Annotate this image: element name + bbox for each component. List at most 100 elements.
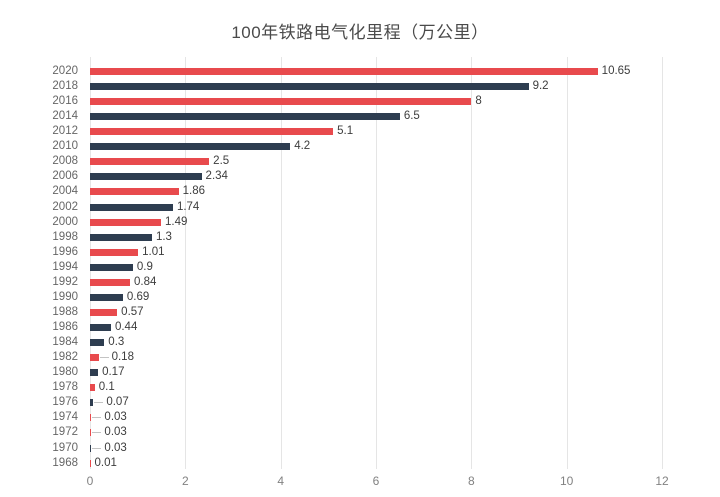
bar	[90, 158, 210, 166]
gridline	[662, 57, 664, 469]
bar-row: 2014 6.5	[0, 109, 720, 124]
bar-row: 1992 0.84	[0, 275, 720, 290]
bar-row: 1978 0.1	[0, 380, 720, 395]
bar-value-label: 0.69	[126, 290, 150, 303]
bar-value-label: 0.1	[98, 381, 115, 394]
bar-row: 2006 2.34	[0, 169, 720, 184]
y-axis-year-label: 1984	[52, 336, 78, 349]
y-axis-year-label: 2018	[52, 80, 78, 93]
bar-value-label: 0.3	[108, 336, 125, 349]
bar-row: 1976 0.07	[0, 395, 720, 410]
y-axis-year-label: 2000	[52, 215, 78, 228]
bar	[90, 444, 92, 452]
y-axis-year-label: 1998	[52, 230, 78, 243]
bar-row: 1996 1.01	[0, 245, 720, 260]
bar	[90, 203, 173, 211]
bar	[90, 429, 92, 437]
bar-row: 2004 1.86	[0, 184, 720, 199]
bar-row: 2012 5.1	[0, 124, 720, 139]
bar	[90, 113, 400, 121]
x-axis-tick-label: 12	[655, 474, 669, 488]
bar-value-label: 2.5	[213, 155, 230, 168]
bar-value-label: 2.34	[205, 170, 228, 183]
bar-value-label: 1.01	[142, 245, 165, 258]
bar-row: 1972 0.03	[0, 425, 720, 440]
y-axis-year-label: 1994	[52, 260, 78, 273]
y-axis-year-label: 1988	[52, 305, 78, 318]
y-axis-year-label: 2010	[52, 140, 78, 153]
bar-value-label: 1.74	[176, 200, 200, 213]
bar-row: 1970 0.03	[0, 441, 720, 456]
bar-row: 1980 0.17	[0, 365, 720, 380]
y-axis-year-label: 2008	[52, 155, 78, 168]
bar-row: 1968 0.01	[0, 456, 720, 471]
bar	[90, 369, 99, 377]
bar	[90, 173, 202, 181]
label-leader-line	[94, 402, 104, 404]
y-axis-year-label: 2012	[52, 125, 78, 138]
bar-value-label: 0.03	[104, 426, 127, 439]
bar	[90, 98, 472, 106]
y-axis-year-label: 1974	[52, 411, 78, 424]
y-axis-year-label: 2020	[52, 65, 78, 77]
chart-title: 100年铁路电气化里程（万公里）	[231, 23, 489, 42]
y-axis-year-label: 2004	[52, 185, 78, 198]
bar-value-label: 1.86	[182, 185, 206, 198]
bar	[90, 399, 94, 407]
gridline	[471, 57, 473, 469]
y-axis-year-label: 1986	[52, 321, 78, 334]
y-axis-year-label: 1970	[52, 441, 78, 454]
gridline	[280, 57, 282, 469]
bar-value-label: 4.2	[294, 140, 311, 153]
bar-row: 2018 9.2	[0, 79, 720, 94]
bar	[90, 263, 133, 271]
bar-value-label: 0.01	[94, 456, 117, 469]
bar-row: 2002 1.74	[0, 200, 720, 215]
bar-row: 1990 0.69	[0, 290, 720, 305]
bar	[90, 354, 99, 362]
bar	[90, 218, 162, 226]
x-axis-tick-label: 4	[277, 474, 285, 488]
bar	[90, 248, 139, 256]
label-leader-line	[99, 357, 109, 359]
bar-value-label: 5.1	[337, 125, 354, 138]
gridline	[566, 57, 568, 469]
bar-value-label: 1.49	[165, 215, 188, 228]
x-axis-tick-label: 0	[86, 474, 94, 488]
y-axis-year-label: 2002	[52, 200, 78, 213]
x-axis-tick-label: 2	[181, 474, 189, 488]
bar-value-label: 1.3	[155, 230, 172, 243]
bar-value-label: 8	[475, 95, 482, 108]
gridline	[376, 57, 378, 469]
bar	[90, 188, 179, 196]
bar-rows: 2020 10.65 2018 9.2 2016 8 2014 6.5 2012 5.1 2010 4…	[0, 64, 720, 472]
bar-row: 1982 0.18	[0, 350, 720, 365]
label-leader-line	[92, 432, 102, 434]
bar-value-label: 0.03	[104, 441, 127, 454]
y-axis-year-label: 2006	[52, 170, 78, 183]
bar-value-label: 0.57	[121, 305, 144, 318]
bar	[90, 68, 598, 75]
bar-row: 2010 4.2	[0, 139, 720, 154]
bar	[90, 339, 105, 347]
y-axis-year-label: 1980	[52, 366, 78, 379]
bar-row: 2020 10.65	[0, 64, 720, 79]
bar-value-label: 0.84	[134, 275, 157, 288]
bar-row: 1998 1.3	[0, 230, 720, 245]
y-axis-year-label: 1982	[52, 351, 78, 364]
bar-row: 1988 0.57	[0, 305, 720, 320]
y-axis-year-label: 2014	[52, 110, 78, 123]
bar-row: 1974 0.03	[0, 410, 720, 425]
y-axis-year-label: 1996	[52, 245, 78, 258]
gridline	[185, 57, 187, 469]
bar-row: 2016 8	[0, 94, 720, 109]
bar-row: 1986 0.44	[0, 320, 720, 335]
y-axis-year-label: 1978	[52, 381, 78, 394]
bar	[90, 459, 91, 467]
bar	[90, 278, 131, 286]
bar-value-label: 0.44	[114, 321, 138, 334]
y-axis-year-label: 1968	[52, 456, 78, 469]
bar-value-label: 0.07	[106, 396, 129, 409]
